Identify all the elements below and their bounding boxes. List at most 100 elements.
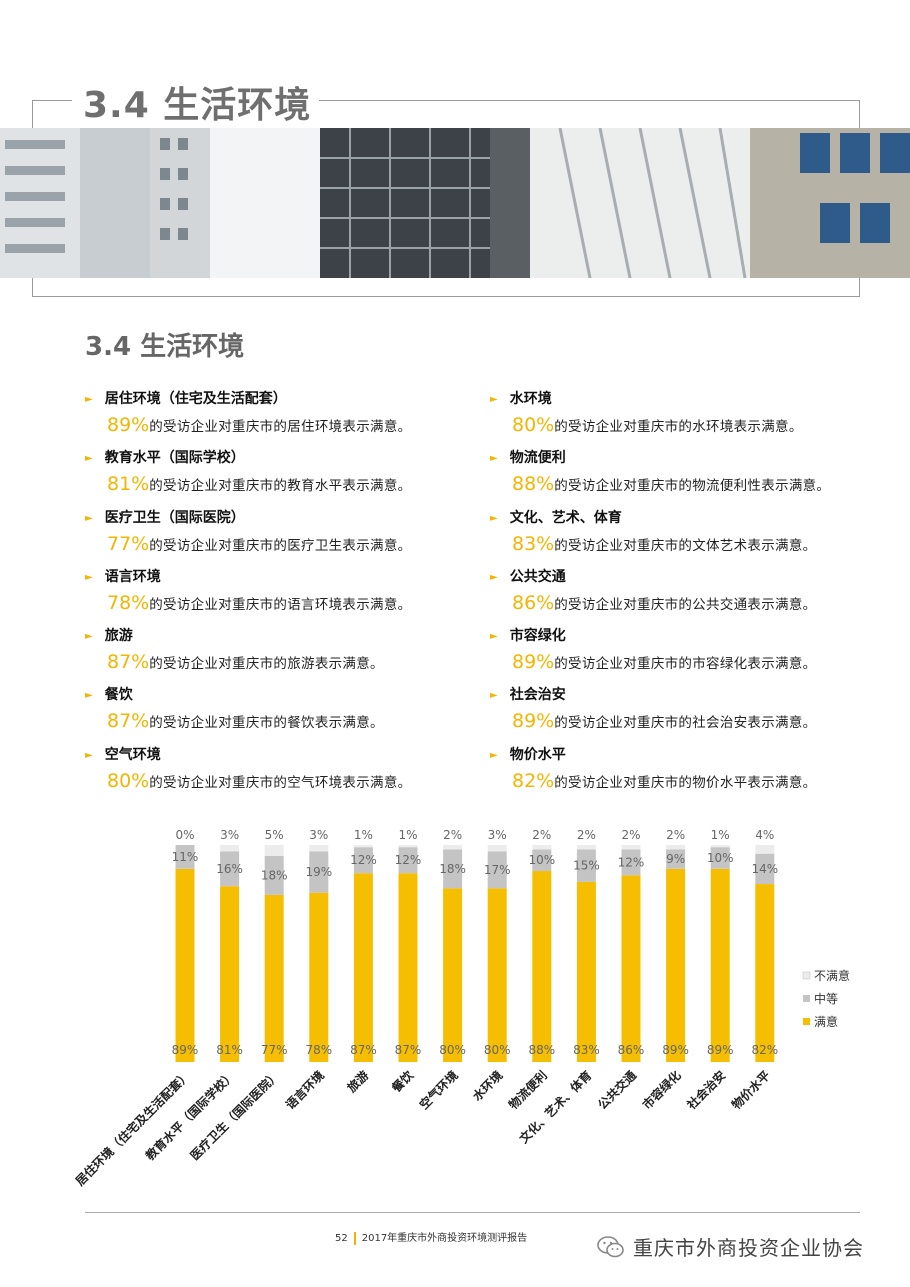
legend-swatch [803,995,810,1002]
list-item: ► 物价水平 82%的受访企业对重庆市的物价水平表示满意。 [490,740,860,799]
bar-neutral [621,849,641,876]
item-label: 市容绿化 [509,628,566,645]
bar-satisfied [443,888,463,1062]
item-description: 的受访企业对重庆市的语言环境表示满意。 [149,596,412,613]
item-percent: 83% [512,532,555,555]
legend-swatch [802,971,811,980]
bullet-arrow-icon: ► [490,453,498,465]
data-label-unsatisfied: 2% [532,828,551,842]
bar-neutral [487,851,507,889]
data-label-satisfied: 77% [261,1043,288,1057]
wechat-account-name: 重庆市外商投资企业协会 [633,1236,864,1260]
bar-neutral [398,847,418,874]
building-banner-image [0,128,910,278]
data-label-unsatisfied: 2% [443,828,462,842]
item-description: 的受访企业对重庆市的旅游表示满意。 [149,656,384,673]
item-label: 文化、艺术、体育 [509,509,622,526]
item-percent: 89% [512,710,555,733]
item-percent: 88% [512,473,555,496]
list-item: ► 教育水平（国际学校） 81%的受访企业对重庆市的教育水平表示满意。 [85,443,455,502]
wechat-icon [597,1235,624,1257]
bar-satisfied [710,868,730,1062]
item-label: 社会治安 [509,687,566,704]
bar-unsatisfied [220,845,240,852]
data-label-neutral: 18% [261,868,288,882]
data-label-unsatisfied: 1% [711,828,730,842]
category-label: 空气环境 [416,1068,461,1113]
list-item: ► 水环境 80%的受访企业对重庆市的水环境表示满意。 [490,384,860,443]
bullet-arrow-icon: ► [85,749,93,761]
data-label-unsatisfied: 3% [220,828,239,842]
bar-unsatisfied [532,845,552,850]
data-label-unsatisfied: 2% [577,828,596,842]
bar-neutral [220,851,240,887]
data-label-satisfied: 86% [618,1043,645,1057]
item-label: 餐饮 [104,687,133,704]
bullet-arrow-icon: ► [85,453,93,465]
bar-neutral [532,849,552,872]
data-label-unsatisfied: 2% [666,828,685,842]
list-item: ► 餐饮 87%的受访企业对重庆市的餐饮表示满意。 [85,680,455,739]
item-description: 的受访企业对重庆市的水环境表示满意。 [554,419,803,435]
data-label-satisfied: 78% [305,1043,332,1057]
bullet-arrow-icon: ► [85,394,93,405]
data-label-neutral: 12% [350,853,377,867]
item-label: 教育水平（国际学校） [104,450,245,467]
item-label: 物流便利 [509,450,566,467]
right-column: ► 水环境 80%的受访企业对重庆市的水环境表示满意。 ► 物流便利 88% 的受访企… [490,384,860,799]
data-label-unsatisfied: 2% [621,828,640,842]
list-item: ► 社会治安 89%的受访企业对重庆市的社会治安表示满意。 [490,680,860,739]
legend-label: 中等 [814,991,838,1006]
bullet-arrow-icon: ► [85,631,93,643]
bar-neutral [576,849,596,882]
category-label: 医疗卫生（国际医院） [187,1068,282,1163]
bar-satisfied [532,871,552,1062]
data-label-unsatisfied: 1% [354,828,373,842]
data-label-satisfied: 87% [395,1043,422,1057]
item-label: 旅游 [104,628,133,645]
bar-neutral [710,847,730,869]
item-description: 的受访企业对重庆市的教育水平表示满意。 [149,478,412,495]
category-label: 语言环境 [282,1068,327,1113]
left-column: ► 居住环境（住宅及生活配套） 89%的受访企业对重庆市的居住环境表示满意。 ► 教… [85,384,455,799]
bar-satisfied [398,873,418,1062]
bar-neutral [175,845,195,869]
category-label: 餐饮 [389,1067,417,1095]
category-label: 水环境 [469,1068,505,1104]
data-label-neutral: 11% [172,850,199,864]
list-item: ► 物流便利 88%的受访企业对重庆市的物流便利性表示满意。 [490,443,860,502]
bar-satisfied [264,894,284,1062]
bar-unsatisfied [576,845,596,850]
item-description: 的受访企业对重庆市的医疗卫生表示满意。 [149,537,412,554]
category-label: 物价水平 [728,1068,773,1113]
data-label-satisfied: 89% [172,1043,199,1057]
data-label-neutral: 12% [395,853,422,867]
legend-label: 满意 [814,1014,838,1029]
data-label-neutral: 12% [618,855,645,869]
bullet-arrow-icon: ► [490,512,498,524]
data-label-satisfied: 88% [528,1043,555,1057]
item-description: 的受访企业对重庆市的空气环境表示满意。 [149,774,412,791]
item-label: 医疗卫生（国际医院） [104,509,245,526]
category-label: 教育水平（国际学校） [142,1068,238,1164]
bar-neutral [264,855,284,895]
item-label: 空气环境 [104,746,161,763]
bar-unsatisfied [621,845,641,850]
data-label-satisfied: 83% [573,1043,600,1057]
item-label: 居住环境（住宅及生活配套） [104,391,287,407]
bar-satisfied [666,868,686,1062]
list-item: ► 医疗卫生（国际医院） 77%的受访企业对重庆市的医疗卫生表示满意。 [85,503,455,562]
category-label: 物流便利 [505,1068,550,1113]
bar-satisfied [487,888,507,1062]
item-percent: 77% [107,532,150,555]
bar-neutral [443,849,463,889]
category-label: 社会治安 [683,1068,728,1113]
item-label: 语言环境 [104,568,161,585]
data-label-neutral: 9% [666,852,685,866]
item-description: 的受访企业对重庆市的物价水平表示满意。 [554,774,817,791]
item-label: 公共交通 [509,568,566,585]
data-label-neutral: 10% [707,851,734,865]
bullet-arrow-icon: ► [490,690,498,702]
footer-divider [85,1212,860,1213]
category-label: 市容绿化 [639,1068,684,1113]
